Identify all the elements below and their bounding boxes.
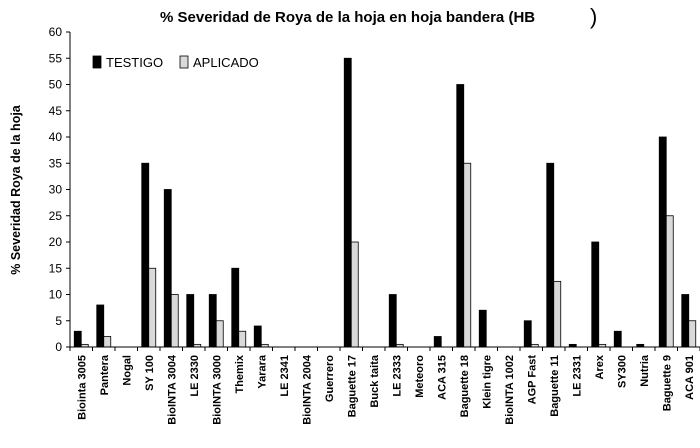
bar-aplicado: [553, 280, 562, 348]
y-tick-label: 20: [49, 235, 63, 249]
x-category-label: BioINTA 1002: [504, 355, 516, 425]
bar-testigo: [478, 309, 487, 348]
x-category-label: Meteoro: [414, 355, 426, 398]
x-category-label: SY300: [616, 355, 628, 388]
x-category-label: BioINTA 3000: [211, 355, 223, 425]
bar-testigo: [388, 294, 397, 348]
x-category-label: SY 100: [144, 355, 156, 391]
x-category-label: Baguette 17: [346, 355, 358, 417]
bar-aplicado: [463, 162, 472, 348]
bar-aplicado: [238, 330, 247, 348]
bar-testigo: [73, 330, 82, 348]
legend-label-aplicado: APLICADO: [193, 55, 259, 70]
x-category-label: Baguette 18: [459, 355, 471, 417]
y-tick-label: 55: [49, 51, 63, 65]
y-tick-label: 15: [49, 261, 63, 275]
y-axis-label: % Severidad Roya de la hoja: [9, 104, 23, 275]
bar-testigo: [456, 84, 465, 348]
bar-testigo: [141, 162, 150, 348]
bar-testigo: [523, 320, 532, 348]
bar-aplicado: [688, 320, 697, 348]
x-category-label: LE 2331: [571, 355, 583, 397]
x-category-label: BioINTA 3004: [166, 354, 178, 425]
y-tick-label: 30: [49, 183, 63, 197]
bar-aplicado: [665, 215, 674, 348]
x-category-label: Pantera: [99, 354, 111, 395]
legend-swatch-aplicado: [179, 55, 189, 69]
y-tick-label: 50: [49, 78, 63, 92]
x-category-label: Guerrero: [324, 355, 336, 402]
x-axis-labels: Biointa 3005 Pantera Nogal SY 100 BioINTA 30…: [76, 354, 696, 425]
x-category-label: AGP Fast: [526, 355, 538, 405]
axes: [69, 32, 700, 351]
x-category-label: Baguette 9: [661, 355, 673, 411]
bar-testigo: [546, 162, 555, 348]
bar-testigo: [253, 325, 262, 348]
legend-swatch-testigo: [92, 55, 102, 69]
y-tick-label: 10: [49, 288, 63, 302]
x-category-label: BioINTA 2004: [301, 354, 313, 425]
bar-testigo: [658, 136, 667, 348]
y-tick-label: 25: [49, 209, 63, 223]
bar-testigo: [231, 267, 240, 348]
chart-title: % Severidad de Roya de la hoja en hoja b…: [160, 4, 597, 29]
x-category-label: Themix: [234, 354, 246, 393]
x-category-label: ACA 901: [684, 355, 696, 400]
bar-aplicado: [215, 320, 224, 348]
chart-title-text: % Severidad de Roya de la hoja en hoja b…: [160, 9, 535, 26]
x-category-label: LE 2341: [279, 355, 291, 397]
bar-testigo: [681, 294, 690, 348]
x-category-label: Nutria: [639, 354, 651, 387]
x-category-label: Nogal: [121, 355, 133, 386]
bars-group: [73, 57, 697, 348]
bar-aplicado: [148, 267, 157, 348]
x-category-label: Yarara: [256, 354, 268, 389]
y-tick-label: 40: [49, 130, 63, 144]
x-category-label: Biointa 3005: [76, 355, 88, 420]
bar-testigo: [163, 189, 172, 348]
bar-testigo: [433, 336, 442, 348]
bar-aplicado: [350, 241, 359, 348]
y-axis-ticks: 0 5 10 15 20 25 30 35 40 45 50 55 60: [49, 25, 70, 354]
y-tick-label: 5: [55, 314, 62, 328]
bar-testigo: [613, 330, 622, 348]
legend: TESTIGO APLICADO: [92, 55, 259, 70]
x-category-label: Arex: [594, 354, 606, 379]
bar-aplicado: [103, 336, 112, 348]
y-tick-label: 60: [49, 25, 63, 39]
x-category-label: Klein tigre: [481, 355, 493, 409]
legend-label-testigo: TESTIGO: [106, 55, 163, 70]
bar-testigo: [96, 304, 105, 348]
x-category-label: LE 2333: [391, 355, 403, 397]
chart-title-paren: ): [590, 4, 597, 29]
bar-aplicado: [170, 294, 179, 348]
x-category-label: ACA 315: [436, 355, 448, 400]
y-tick-label: 45: [49, 104, 63, 118]
x-category-label: Baguette 11: [549, 355, 561, 417]
bar-testigo: [186, 294, 195, 348]
y-tick-label: 0: [55, 340, 62, 354]
x-category-label: Buck taita: [369, 354, 381, 407]
y-tick-label: 35: [49, 156, 63, 170]
bar-testigo: [591, 241, 600, 348]
bar-testigo: [208, 294, 217, 348]
bar-testigo: [343, 57, 352, 348]
x-category-label: LE 2330: [189, 355, 201, 397]
